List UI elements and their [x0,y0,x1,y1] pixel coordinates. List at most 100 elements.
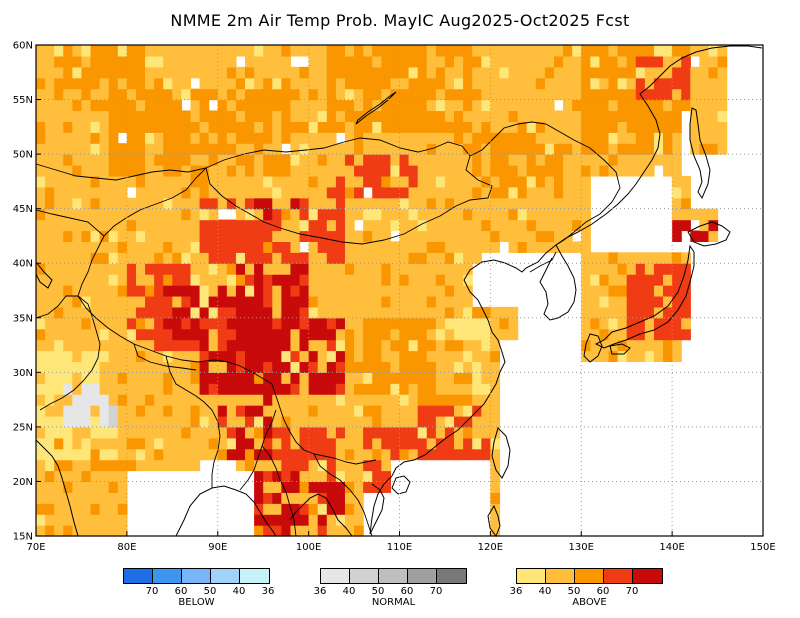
probability-cell [535,208,546,221]
probability-cell [426,45,437,57]
probability-cell [617,295,628,308]
probability-cell [263,306,273,319]
probability-cell [81,110,92,122]
probability-cell [399,285,410,297]
probability-cell [145,415,155,428]
probability-cell [126,339,137,352]
y-tick-label: 25N [13,422,33,433]
probability-cell [217,317,228,330]
probability-cell [444,263,455,275]
probability-cell [226,230,237,242]
probability-cell [126,394,137,406]
probability-cell [417,437,428,450]
probability-cell [417,197,428,210]
probability-cell [444,350,455,363]
probability-cell [472,339,482,352]
probability-cell [399,230,410,242]
probability-cell [426,121,437,133]
probability-cell [299,448,310,461]
probability-cell [36,45,46,57]
probability-cell [199,143,210,155]
probability-cell [90,66,101,79]
probability-cell [208,208,219,221]
probability-cell [190,88,201,101]
probability-cell [681,295,691,308]
probability-cell [154,274,164,286]
probability-cell [81,405,92,417]
probability-cell [472,45,482,57]
probability-cell [163,339,173,352]
probability-cell [281,88,292,101]
probability-cell [245,361,255,373]
probability-cell [290,230,301,242]
probability-cell [626,274,637,286]
probability-cell [681,197,691,210]
probability-cell [163,230,173,242]
probability-cell [108,339,119,352]
probability-cell [317,415,328,428]
probability-cell [581,154,591,166]
x-tick-label: 80E [117,542,136,553]
coastline-caspian-aral [35,261,53,289]
probability-cell [117,208,128,221]
probability-cell [263,45,273,57]
probability-cell [72,208,83,221]
probability-cell [126,263,137,275]
probability-cell [254,350,264,363]
probability-cell [45,383,55,395]
probability-cell [36,525,46,537]
probability-cell [72,66,83,79]
probability-cell [135,328,146,341]
probability-cell [390,350,401,363]
legend-below-tick: 40 [232,586,246,597]
probability-cell [163,252,173,264]
probability-cell [145,143,155,155]
probability-cell [290,66,301,79]
probability-cell [363,208,373,221]
probability-cell [36,394,46,406]
probability-cell [490,175,501,188]
probability-cell [117,525,128,537]
border-myanmar-china [271,383,377,465]
probability-cell [435,143,446,155]
probability-cell [63,263,73,275]
probability-cell [272,481,282,493]
probability-cell [535,45,546,57]
probability-cell [408,77,419,90]
probability-cell [90,252,101,264]
probability-cell [354,274,364,286]
probability-cell [299,208,310,221]
probability-cell [81,525,92,537]
probability-cell [63,328,73,341]
probability-cell [535,186,546,199]
probability-cell [299,99,310,112]
probability-cell [581,252,591,264]
probability-cell [226,448,237,461]
probability-cell [526,165,537,177]
probability-cell [126,361,137,373]
probability-cell [663,165,673,177]
probability-cell [63,383,73,395]
probability-cell [335,110,346,122]
probability-cell [245,66,255,79]
probability-cell [217,186,228,199]
probability-cell [372,154,382,166]
probability-cell [72,230,83,242]
probability-cell [63,77,73,90]
probability-cell [544,88,555,101]
probability-cell [272,274,282,286]
probability-cell [535,132,546,144]
probability-cell [354,77,364,90]
probability-cell [608,45,619,57]
probability-cell [644,55,655,68]
probability-cell [308,274,319,286]
probability-cell [372,470,382,483]
probability-cell [135,45,146,57]
probability-cell [172,252,182,264]
probability-cell [126,448,137,461]
probability-cell [444,383,455,395]
probability-cell [354,470,364,483]
probability-cell [426,317,437,330]
probability-cell [263,263,273,275]
probability-cell [499,77,510,90]
